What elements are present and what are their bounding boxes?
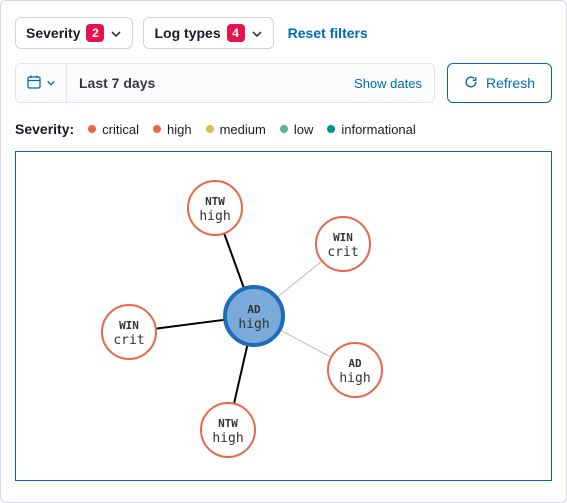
show-dates-link[interactable]: Show dates [342, 76, 434, 91]
graph-node[interactable]: WINcrit [316, 217, 370, 271]
legend-item-critical[interactable]: critical [88, 122, 139, 137]
graph-edge [277, 261, 322, 298]
date-range-label[interactable]: Last 7 days [67, 75, 342, 91]
legend-dot-icon [206, 125, 214, 133]
severity-filter-button[interactable]: Severity 2 [15, 17, 133, 49]
legend-item-low[interactable]: low [280, 122, 314, 137]
legend-item-medium[interactable]: medium [206, 122, 266, 137]
severity-filter-label: Severity [26, 25, 80, 41]
node-bottom-label: crit [327, 245, 358, 260]
date-row: Last 7 days Show dates Refresh [15, 63, 552, 103]
graph-edge [234, 344, 248, 403]
network-graph[interactable]: NTWhighWINcritADhighNTWhighWINcritADhigh [16, 152, 551, 480]
graph-node[interactable]: NTWhigh [188, 181, 242, 235]
graph-node-center[interactable]: ADhigh [225, 287, 283, 345]
filter-graph-panel: Severity 2 Log types 4 Reset filters [0, 0, 567, 503]
node-top-label: WIN [119, 319, 139, 332]
legend-item-high[interactable]: high [153, 122, 192, 137]
legend-item-label: low [294, 122, 314, 137]
legend-dot-icon [88, 125, 96, 133]
network-graph-container: NTWhighWINcritADhighNTWhighWINcritADhigh [15, 151, 552, 481]
node-bottom-label: high [199, 209, 230, 224]
legend-dot-icon [280, 125, 288, 133]
date-range-box: Last 7 days Show dates [15, 63, 435, 103]
refresh-label: Refresh [486, 75, 535, 91]
chevron-down-icon [251, 27, 263, 39]
node-top-label: AD [247, 303, 261, 316]
date-picker-trigger[interactable] [16, 64, 67, 102]
refresh-button[interactable]: Refresh [447, 63, 552, 103]
refresh-icon [464, 75, 478, 92]
chevron-down-icon [46, 75, 56, 91]
node-top-label: WIN [333, 231, 353, 244]
legend-item-informational[interactable]: informational [327, 122, 415, 137]
legend-item-label: critical [102, 122, 139, 137]
legend-dot-icon [153, 125, 161, 133]
calendar-icon [26, 74, 42, 93]
legend-item-label: informational [341, 122, 415, 137]
node-bottom-label: high [238, 317, 269, 332]
graph-node[interactable]: ADhigh [328, 343, 382, 397]
node-top-label: NTW [218, 417, 238, 430]
node-top-label: AD [348, 357, 362, 370]
legend-label: Severity: [15, 121, 74, 137]
graph-node[interactable]: NTWhigh [201, 403, 255, 457]
node-top-label: NTW [205, 195, 225, 208]
reset-filters-link[interactable]: Reset filters [284, 25, 368, 41]
node-bottom-label: crit [113, 333, 144, 348]
chevron-down-icon [110, 27, 122, 39]
node-bottom-label: high [339, 371, 370, 386]
severity-filter-count: 2 [86, 24, 104, 42]
node-bottom-label: high [212, 431, 243, 446]
graph-node[interactable]: WINcrit [102, 305, 156, 359]
legend-item-label: high [167, 122, 192, 137]
graph-edge [224, 233, 244, 288]
severity-legend: Severity: critical high medium low informati… [15, 121, 552, 137]
logtypes-filter-label: Log types [154, 25, 220, 41]
logtypes-filter-count: 4 [227, 24, 245, 42]
legend-item-label: medium [220, 122, 266, 137]
graph-edge [156, 320, 225, 329]
graph-edge [280, 330, 332, 358]
legend-dot-icon [327, 125, 335, 133]
filter-buttons-row: Severity 2 Log types 4 Reset filters [15, 17, 552, 49]
logtypes-filter-button[interactable]: Log types 4 [143, 17, 273, 49]
